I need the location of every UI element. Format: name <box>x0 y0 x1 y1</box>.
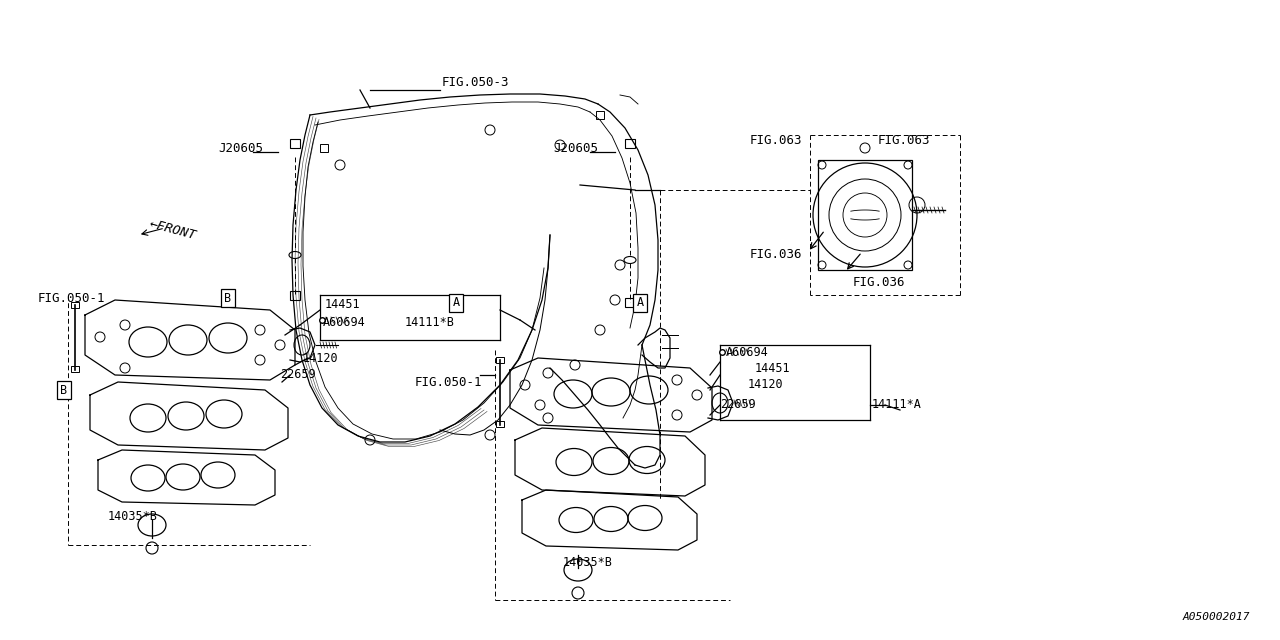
Text: B: B <box>60 383 68 397</box>
Text: A: A <box>636 296 644 310</box>
Bar <box>596 111 604 119</box>
Text: 14120: 14120 <box>303 351 339 365</box>
Bar <box>291 291 300 300</box>
Text: FIG.063: FIG.063 <box>878 134 931 147</box>
Bar <box>70 302 79 308</box>
Bar <box>625 298 635 307</box>
Bar <box>320 144 328 152</box>
Text: A050002017: A050002017 <box>1183 612 1251 622</box>
Text: FIG.050-1: FIG.050-1 <box>415 376 483 388</box>
Text: 14035*B: 14035*B <box>563 556 613 568</box>
Text: FIG.036: FIG.036 <box>750 248 803 262</box>
Text: 14111*A: 14111*A <box>872 399 922 412</box>
Text: 22659: 22659 <box>719 399 755 412</box>
Text: 14451: 14451 <box>325 298 361 310</box>
Text: 14035*B: 14035*B <box>108 509 157 522</box>
Text: J20605: J20605 <box>553 141 598 154</box>
Bar <box>497 421 504 427</box>
Bar <box>291 139 300 148</box>
Text: 14111*B: 14111*B <box>404 316 454 328</box>
Bar <box>625 139 635 148</box>
Text: FIG.050-1: FIG.050-1 <box>38 291 105 305</box>
Text: FIG.063: FIG.063 <box>750 134 803 147</box>
Text: J20605: J20605 <box>218 141 262 154</box>
Bar <box>70 366 79 372</box>
Text: FIG.050-3: FIG.050-3 <box>442 77 509 90</box>
Text: 14451: 14451 <box>755 362 791 374</box>
Text: FIG.036: FIG.036 <box>852 275 905 289</box>
Text: A: A <box>452 296 460 310</box>
Text: 22659: 22659 <box>280 369 316 381</box>
Text: A60694: A60694 <box>726 346 769 358</box>
Bar <box>497 357 504 363</box>
Text: 14120: 14120 <box>748 378 783 392</box>
Text: B: B <box>224 291 232 305</box>
Text: ←FRONT: ←FRONT <box>148 218 197 243</box>
Text: A60694: A60694 <box>323 316 366 328</box>
Bar <box>818 160 911 270</box>
